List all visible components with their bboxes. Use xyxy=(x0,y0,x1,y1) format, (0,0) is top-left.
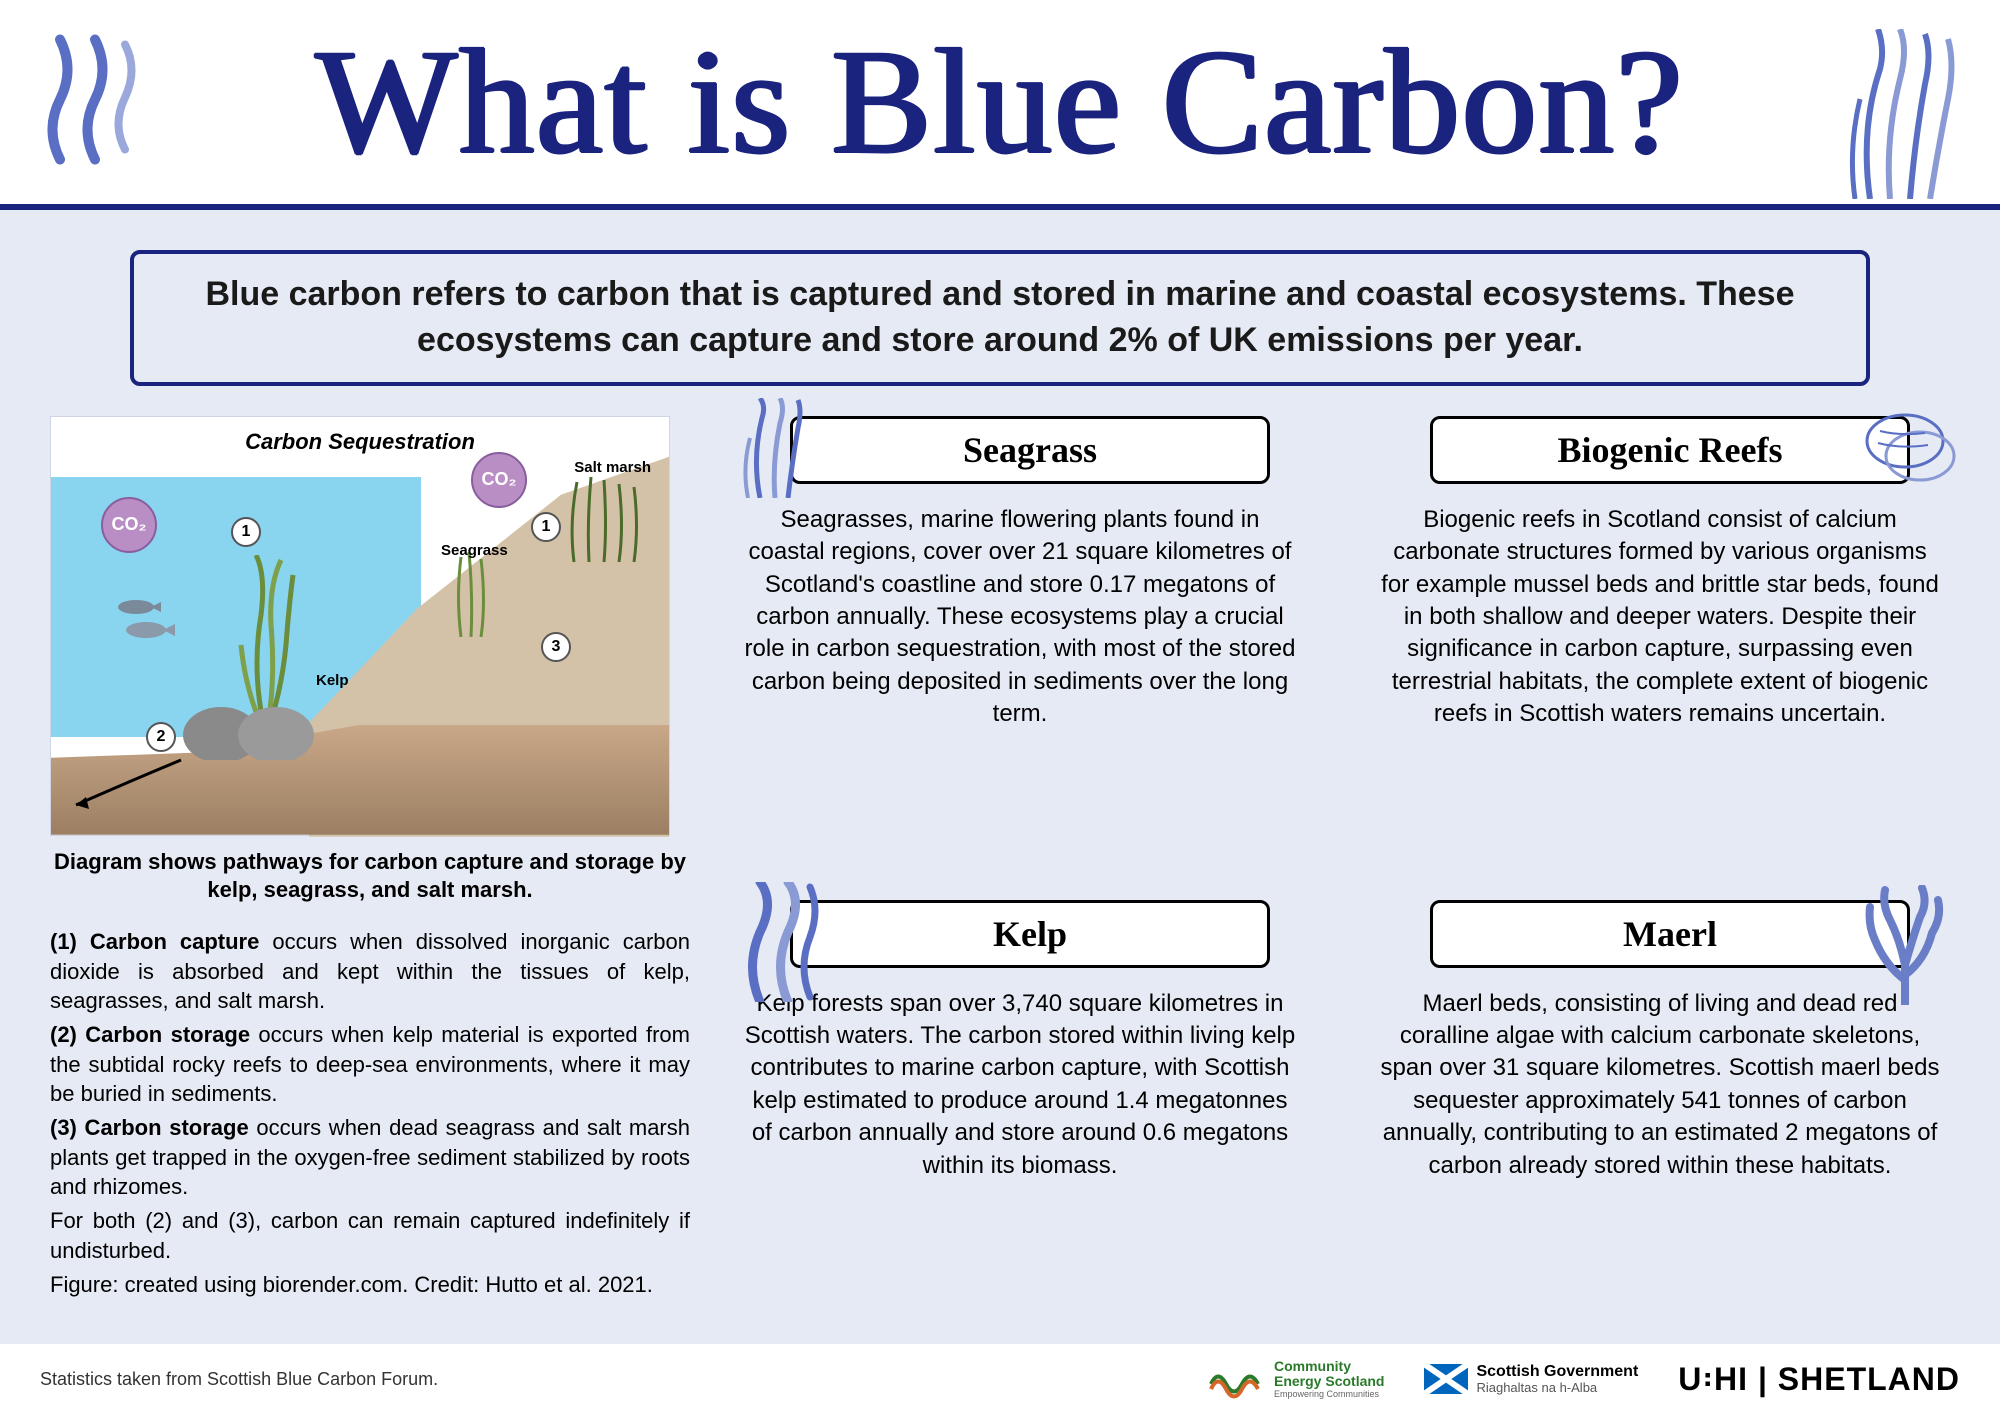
kelp-label: Kelp xyxy=(316,672,349,689)
biogenic-card: Biogenic Reefs Biogenic reefs in Scotlan… xyxy=(1370,416,1950,852)
kelp-title-box: Kelp xyxy=(790,900,1270,968)
seagrass-title-box: Seagrass xyxy=(790,416,1270,484)
seagrass-label: Seagrass xyxy=(441,542,508,559)
seagrass-body: Seagrasses, marine flowering plants foun… xyxy=(730,504,1310,731)
maerl-title-box: Maerl xyxy=(1430,900,1910,968)
intro-box: Blue carbon refers to carbon that is cap… xyxy=(130,250,1870,386)
seagrass-card: Seagrass Seagrasses, marine flowering pl… xyxy=(730,416,1310,852)
saltmarsh-illustration xyxy=(559,472,649,562)
seagrass-deco-icon xyxy=(730,398,820,503)
kelp-deco-icon xyxy=(730,882,825,1007)
seagrass-illustration xyxy=(441,547,501,637)
ces-line2: Energy Scotland xyxy=(1274,1374,1384,1389)
ces-tag: Empowering Communities xyxy=(1274,1389,1384,1399)
p5: Figure: created using biorender.com. Cre… xyxy=(50,1270,690,1300)
sg-sub: Riaghaltas na h-Alba xyxy=(1476,1380,1638,1395)
p3-lead: (3) Carbon storage xyxy=(50,1115,249,1140)
seagrass-icon xyxy=(1830,29,1980,204)
left-column: Carbon Sequestration CO₂ CO₂ 1 1 2 3 xyxy=(50,416,690,1303)
sg-main: Scottish Government xyxy=(1476,1363,1638,1381)
scotgov-logo: Scottish Government Riaghaltas na h-Alba xyxy=(1424,1363,1638,1396)
steam-icon xyxy=(30,30,150,175)
arrow-icon xyxy=(61,755,191,815)
p4: For both (2) and (3), carbon can remain … xyxy=(50,1206,690,1265)
carbon-sequestration-diagram: Carbon Sequestration CO₂ CO₂ 1 1 2 3 xyxy=(50,416,670,836)
co2-bubble: CO₂ xyxy=(101,497,157,553)
kelp-title: Kelp xyxy=(813,913,1247,955)
maerl-body: Maerl beds, consisting of living and dea… xyxy=(1370,988,1950,1182)
marker-3: 3 xyxy=(541,632,571,662)
rocks-illustration xyxy=(181,690,321,760)
diagram-caption: Diagram shows pathways for carbon captur… xyxy=(50,848,690,905)
biogenic-title-box: Biogenic Reefs xyxy=(1430,416,1910,484)
page-title: What is Blue Carbon? xyxy=(316,16,1685,188)
kelp-card: Kelp Kelp forests span over 3,740 square… xyxy=(730,900,1310,1304)
co2-bubble: CO₂ xyxy=(471,452,527,508)
seagrass-title: Seagrass xyxy=(813,429,1247,471)
ces-logo: Community Energy Scotland Empowering Com… xyxy=(1206,1359,1384,1400)
maerl-card: Maerl Maerl beds, consisting of living a… xyxy=(1370,900,1950,1304)
footer-stats: Statistics taken from Scottish Blue Carb… xyxy=(40,1369,1166,1390)
ces-line1: Community xyxy=(1274,1359,1384,1374)
uhi-logo: U꞉HI | SHETLAND xyxy=(1678,1361,1960,1398)
maerl-title: Maerl xyxy=(1453,913,1887,955)
header: What is Blue Carbon? xyxy=(0,0,2000,210)
p2-lead: (2) Carbon storage xyxy=(50,1022,250,1047)
main-content: Carbon Sequestration CO₂ CO₂ 1 1 2 3 xyxy=(0,416,2000,1303)
intro-text: Blue carbon refers to carbon that is cap… xyxy=(174,272,1826,364)
saltmarsh-label: Salt marsh xyxy=(574,459,651,476)
footer: Statistics taken from Scottish Blue Carb… xyxy=(0,1344,2000,1414)
fish-illustration xyxy=(111,592,191,647)
marker-1: 1 xyxy=(231,517,261,547)
marker-1b: 1 xyxy=(531,512,561,542)
coral-icon xyxy=(1850,885,1960,1010)
ces-icon xyxy=(1206,1359,1266,1399)
p1-lead: (1) Carbon capture xyxy=(50,929,259,954)
biogenic-title: Biogenic Reefs xyxy=(1453,429,1887,471)
ecosystems-grid: Seagrass Seagrasses, marine flowering pl… xyxy=(730,416,1950,1303)
diagram-title: Carbon Sequestration xyxy=(51,429,669,455)
explanation-text: (1) Carbon capture occurs when dissolved… xyxy=(50,927,690,1299)
saltire-icon xyxy=(1424,1364,1468,1394)
kelp-body: Kelp forests span over 3,740 square kilo… xyxy=(730,988,1310,1182)
biogenic-body: Biogenic reefs in Scotland consist of ca… xyxy=(1370,504,1950,731)
marker-2: 2 xyxy=(146,722,176,752)
mussel-icon xyxy=(1850,401,1960,496)
